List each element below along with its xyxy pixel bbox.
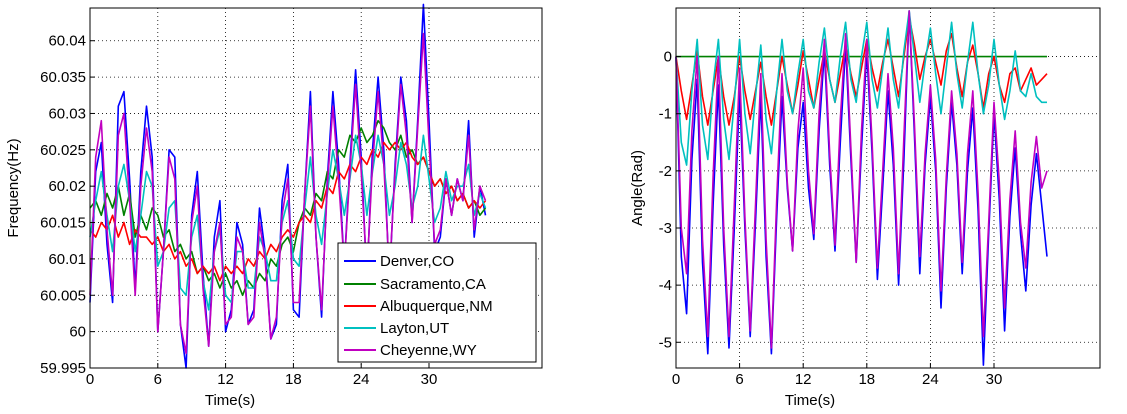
- frequency-legend: Denver,CO Sacramento,CA Albuquerque,NM L…: [337, 242, 537, 363]
- angle-y-tick-label: -1: [659, 106, 672, 123]
- angle-x-tick-label: 0: [672, 371, 680, 388]
- angle-y-axis-label: Angle(Rad): [629, 150, 646, 226]
- angle-ticks: 0 6 12 18 24 30 -5 -4 -3 -2 -1 0: [659, 49, 1003, 388]
- angle-y-tick-label: -5: [659, 334, 672, 351]
- frequency-x-axis-label: Time(s): [205, 392, 255, 409]
- frequency-y-tick-label: 60.025: [40, 142, 86, 159]
- legend-box: [337, 242, 537, 363]
- frequency-y-tick-label: 60: [69, 324, 86, 341]
- frequency-x-tick-label: 6: [154, 371, 162, 388]
- legend-label-sacramento: Sacramento,CA: [380, 276, 486, 293]
- angle-y-tick-label: -4: [659, 277, 672, 294]
- angle-plot-area: [676, 8, 1100, 368]
- angle-y-tick-label: 0: [664, 49, 672, 66]
- frequency-x-tick-label: 12: [217, 371, 234, 388]
- angle-line-series-4: [675, 10, 1047, 166]
- legend-label-layton: Layton,UT: [380, 320, 449, 337]
- legend-label-denver: Denver,CO: [380, 253, 454, 270]
- frequency-y-axis-label: Frequency(Hz): [5, 138, 22, 237]
- frequency-line-cheyenne-wy: [89, 32, 487, 355]
- angle-y-tick-label: -2: [659, 163, 672, 180]
- legend-label-albuquerque: Albuquerque,NM: [380, 298, 493, 315]
- frequency-y-tick-label: 60.03: [48, 105, 86, 122]
- frequency-ticks: 0 6 12 18 24 30 59.995 60 60.005 60.01 60.015 60.02…: [40, 33, 437, 388]
- angle-line-series-3: [675, 15, 1048, 126]
- frequency-x-tick-label: 30: [421, 371, 438, 388]
- angle-plot-frame: [675, 7, 1101, 369]
- angle-chart: 0 6 12 18 24 30 -5 -4 -3 -2 -1 0 Time(s) Angle(Rad): [629, 7, 1101, 409]
- angle-x-tick-label: 24: [922, 371, 939, 388]
- angle-series-group: [675, 10, 1048, 366]
- angle-y-tick-label: -3: [659, 220, 672, 237]
- frequency-x-tick-label: 24: [353, 371, 370, 388]
- angle-line-series-5: [675, 10, 1048, 349]
- frequency-x-tick-label: 0: [86, 371, 94, 388]
- angle-x-tick-label: 6: [735, 371, 743, 388]
- frequency-chart: 0 6 12 18 24 30 59.995 60 60.005 60.01 60.015 60.02…: [5, 3, 543, 409]
- frequency-x-tick-label: 18: [285, 371, 302, 388]
- frequency-y-tick-label: 60.02: [48, 178, 86, 195]
- frequency-y-tick-label: 60.04: [48, 33, 86, 50]
- frequency-line-layton-ut: [89, 134, 487, 311]
- angle-x-tick-label: 18: [858, 371, 875, 388]
- angle-x-tick-label: 30: [986, 371, 1003, 388]
- frequency-y-tick-label: 60.01: [48, 251, 86, 268]
- frequency-series-group: [89, 3, 487, 369]
- frequency-y-tick-label: 59.995: [40, 360, 86, 377]
- angle-x-axis-label: Time(s): [785, 392, 835, 409]
- frequency-y-tick-label: 60.005: [40, 287, 86, 304]
- frequency-y-tick-label: 60.035: [40, 69, 86, 86]
- frequency-y-tick-label: 60.015: [40, 215, 86, 232]
- frequency-plot-frame: [89, 7, 543, 369]
- legend-label-cheyenne: Cheyenne,WY: [380, 342, 477, 359]
- angle-x-tick-label: 12: [795, 371, 812, 388]
